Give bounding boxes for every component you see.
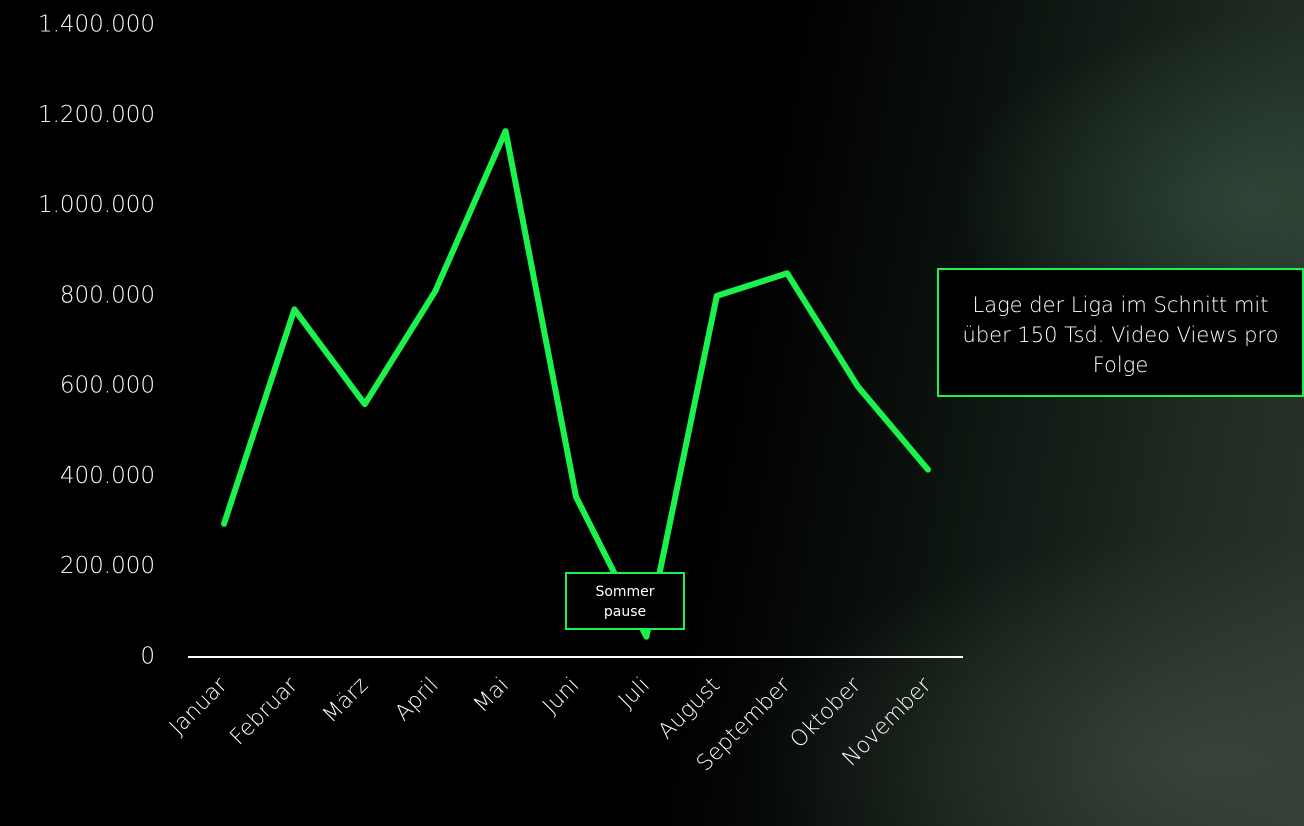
y-tick-label: 1.200.000 <box>38 102 155 128</box>
x-tick-label: Januar <box>165 672 233 740</box>
y-tick-label: 400.000 <box>60 463 155 489</box>
data-line <box>221 128 931 640</box>
x-tick-label: Juli <box>614 673 655 714</box>
x-tick-label: Juni <box>538 673 584 719</box>
y-tick-label: 1.000.000 <box>38 192 155 218</box>
x-tick-label: April <box>390 673 443 726</box>
x-tick-label: August <box>654 673 726 745</box>
annotation: Lage der Liga im Schnitt mit über 150 Ts… <box>937 268 1304 397</box>
annotation: Sommer pause <box>565 572 685 630</box>
x-tick-label: Mai <box>469 673 514 718</box>
y-tick-label: 1.400.000 <box>38 12 155 38</box>
x-tick-label: März <box>318 673 373 728</box>
x-tick-label: Februar <box>225 672 303 750</box>
y-tick-label: 0 <box>140 644 155 670</box>
y-tick-label: 600.000 <box>60 373 155 399</box>
y-tick-label: 200.000 <box>60 553 155 579</box>
y-tick-label: 800.000 <box>60 282 155 308</box>
